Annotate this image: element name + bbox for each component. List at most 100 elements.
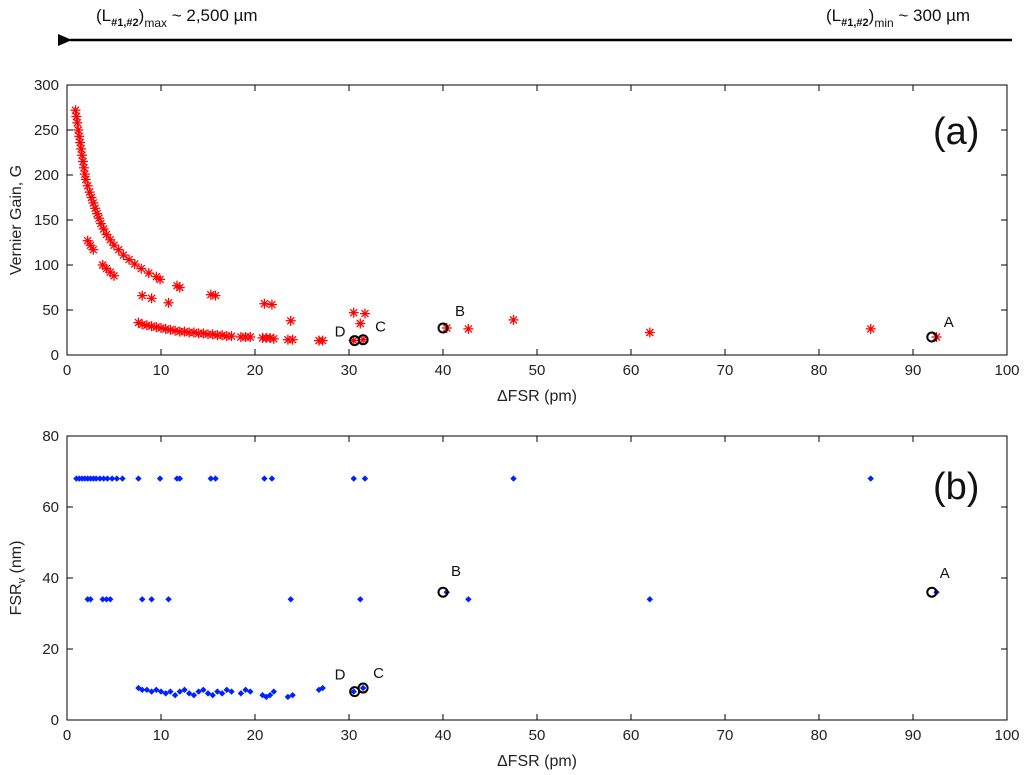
data-point (259, 298, 270, 309)
x-tick-label: 20 (247, 727, 264, 744)
data-point (167, 688, 174, 695)
highlight-marker-d (349, 335, 361, 347)
panel-b-highlights: A B C D (335, 563, 950, 698)
data-point (105, 234, 116, 245)
data-point (157, 688, 165, 695)
data-point (317, 335, 328, 346)
y-tick-label: 0 (51, 712, 59, 729)
y-tick-label: 0 (51, 347, 59, 364)
data-point (95, 218, 106, 229)
x-tick-label: 20 (247, 362, 264, 379)
y-tick-label: 50 (42, 302, 59, 319)
data-point (101, 229, 112, 240)
data-point (465, 596, 472, 603)
data-point (867, 475, 874, 482)
data-point (88, 244, 99, 255)
data-point (210, 290, 221, 301)
data-point (463, 323, 474, 334)
data-point (160, 323, 171, 334)
data-point (214, 688, 221, 695)
highlight-label-a: A (944, 314, 954, 331)
y-tick-label: 100 (34, 257, 59, 274)
data-point (508, 314, 519, 325)
data-point (73, 125, 84, 135)
y-tick-label: 20 (42, 641, 59, 658)
data-point (195, 688, 202, 695)
x-tick-label: 90 (905, 362, 922, 379)
data-point (284, 693, 292, 701)
data-point (315, 686, 323, 694)
x-tick-label: 60 (623, 362, 640, 379)
data-point (90, 203, 101, 214)
data-point (70, 105, 81, 116)
x-tick-label: 80 (811, 727, 828, 744)
data-point (124, 254, 135, 265)
x-tick-label: 40 (435, 727, 452, 744)
data-point (181, 686, 188, 694)
y-tick-label: 60 (42, 499, 59, 516)
panel-b-plot: 0 10 20 30 40 50 60 70 80 90 100 0 20 40 60 80 A B C D (b)… (8, 428, 1020, 770)
x-tick-label: 10 (153, 362, 170, 379)
highlight-label-a: A (940, 565, 950, 582)
x-tick-label: 70 (717, 727, 734, 744)
data-point (76, 143, 87, 154)
data-point (146, 293, 157, 304)
x-tick-label: 30 (341, 727, 358, 744)
data-point (261, 475, 268, 482)
data-point (355, 318, 366, 329)
x-tick-label: 70 (717, 362, 734, 379)
data-point (92, 475, 100, 482)
x-tick-label: 30 (341, 362, 358, 379)
data-point (510, 475, 517, 482)
data-point (237, 690, 245, 697)
data-point (143, 268, 154, 279)
header-left-label: (L#1,#2)max ~ 2,500 µm (96, 6, 258, 30)
data-point (207, 475, 215, 482)
panel-b-xlabel: ΔFSR (pm) (497, 753, 577, 770)
data-point (71, 111, 82, 122)
data-point (242, 686, 249, 694)
y-tick-label: 150 (34, 212, 59, 229)
panel-a-ticks: 0 10 20 30 40 50 60 70 80 90 100 0 50 100 150 200 250 300 (34, 77, 1020, 379)
data-point (223, 686, 230, 694)
data-point (109, 270, 119, 281)
data-point (137, 290, 148, 301)
data-point (285, 315, 296, 326)
data-point (190, 691, 198, 699)
data-point (98, 224, 109, 234)
data-point (171, 280, 182, 291)
data-point (226, 331, 237, 342)
data-point (139, 686, 146, 694)
data-point (319, 684, 326, 692)
y-tick-label: 300 (34, 77, 59, 94)
panel-b-label: (b) (933, 466, 979, 508)
data-point (88, 197, 99, 208)
data-point (266, 299, 277, 310)
data-point (270, 688, 277, 695)
data-point (156, 475, 164, 482)
panel-a-highlights: A B C D (335, 303, 954, 347)
data-point (82, 180, 93, 191)
y-tick-label: 80 (42, 428, 59, 445)
highlight-label-b: B (451, 563, 461, 580)
data-point (136, 263, 147, 274)
x-tick-label: 50 (529, 362, 546, 379)
highlight-marker-a (926, 331, 938, 343)
panel-a-plot: 0 10 20 30 40 50 60 70 80 90 100 0 50 100 150 200 250 300… (8, 77, 1020, 405)
data-point (268, 475, 276, 482)
highlight-label-d: D (335, 324, 346, 341)
x-tick-label: 40 (435, 362, 452, 379)
data-point (163, 297, 174, 308)
highlight-label-d: D (335, 667, 346, 684)
data-point (113, 475, 121, 482)
data-point (348, 307, 359, 318)
data-point (204, 690, 212, 697)
x-tick-label: 10 (153, 727, 170, 744)
panel-a-ylabel: Vernier Gain, G (8, 165, 25, 275)
panel-a-xlabel: ΔFSR (pm) (497, 388, 577, 405)
x-tick-label: 100 (994, 362, 1019, 379)
data-point (75, 137, 86, 148)
x-tick-label: 50 (529, 727, 546, 744)
data-point (103, 596, 110, 603)
panel-a-points (70, 105, 942, 346)
